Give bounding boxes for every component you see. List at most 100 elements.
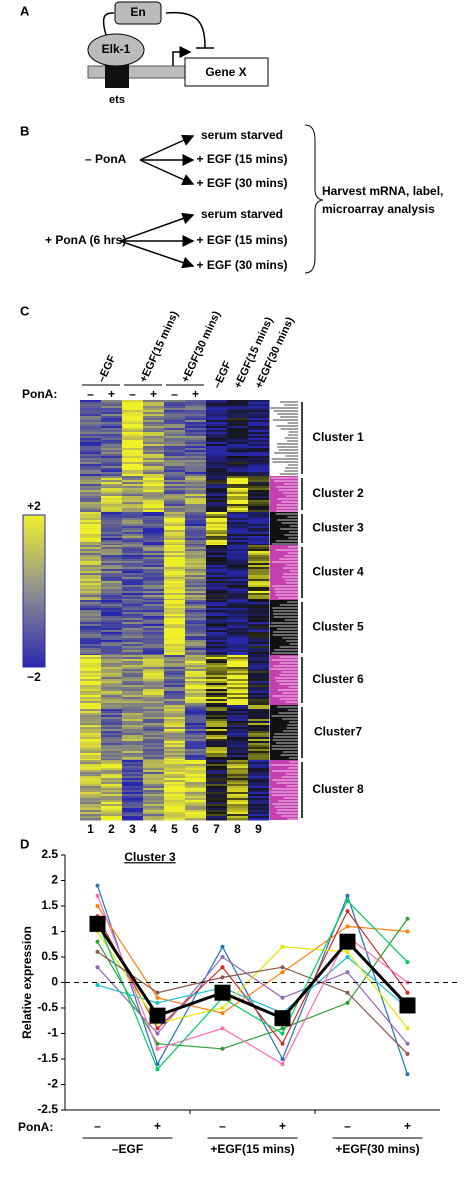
heat-cell	[122, 530, 144, 533]
heat-cell	[227, 691, 249, 694]
heat-cell	[80, 474, 102, 477]
y-tick-label: -2	[47, 1077, 58, 1091]
heat-cell	[248, 500, 270, 503]
heat-cell	[164, 492, 186, 495]
heat-cell	[206, 456, 228, 459]
heat-cell	[248, 657, 270, 660]
heat-cell	[80, 788, 102, 791]
heat-cell	[227, 757, 249, 760]
heat-cell	[101, 428, 123, 431]
heat-cell	[80, 632, 102, 635]
heat-cell	[206, 581, 228, 584]
heat-cell	[206, 667, 228, 670]
heat-cell	[122, 551, 144, 554]
heat-cell	[101, 502, 123, 505]
heat-cell	[101, 695, 123, 698]
heat-cell	[122, 640, 144, 643]
heat-cell	[101, 711, 123, 714]
heat-cell	[101, 816, 123, 819]
heat-cell	[164, 542, 186, 545]
heat-cell	[143, 545, 165, 548]
heat-cell	[164, 528, 186, 531]
heat-cell	[122, 549, 144, 552]
heat-cell	[206, 430, 228, 433]
heat-cell	[143, 770, 165, 773]
heat-cell	[206, 751, 228, 754]
heat-cell	[206, 442, 228, 445]
heat-cell	[80, 618, 102, 621]
heat-cell	[185, 729, 207, 732]
heat-cell	[164, 589, 186, 592]
heat-cell	[185, 520, 207, 523]
heat-cell	[227, 510, 249, 513]
series-line	[96, 899, 408, 1071]
heat-cell	[101, 751, 123, 754]
heat-cell	[143, 458, 165, 461]
heat-cell	[164, 518, 186, 521]
heat-cell	[227, 729, 249, 732]
heat-cell	[164, 665, 186, 668]
heat-cell	[206, 571, 228, 574]
heat-cell	[143, 553, 165, 556]
heat-cell	[143, 725, 165, 728]
heat-cell	[80, 504, 102, 507]
x-tick-label: +	[154, 1119, 161, 1133]
heat-cell	[185, 689, 207, 692]
heat-cell	[101, 806, 123, 809]
heat-cell	[122, 800, 144, 803]
heat-cell	[80, 657, 102, 660]
heat-cell	[122, 691, 144, 694]
heat-cell	[164, 555, 186, 558]
heat-cell	[80, 638, 102, 641]
heat-cell	[122, 715, 144, 718]
heat-cell	[185, 514, 207, 517]
heat-cell	[227, 553, 249, 556]
heat-cell	[185, 687, 207, 690]
heat-cell	[248, 504, 270, 507]
heat-cell	[185, 695, 207, 698]
heat-cell	[101, 683, 123, 686]
heat-cell	[248, 644, 270, 647]
heat-cell	[185, 612, 207, 615]
heat-cell	[206, 808, 228, 811]
heat-cell	[122, 780, 144, 783]
heat-cell	[185, 442, 207, 445]
heat-cell	[122, 522, 144, 525]
heat-cell	[80, 458, 102, 461]
heat-cell	[206, 408, 228, 411]
heat-cell	[206, 402, 228, 405]
heat-cell	[206, 683, 228, 686]
heat-cell	[164, 514, 186, 517]
heat-cell	[80, 737, 102, 740]
heat-cell	[101, 476, 123, 479]
heat-cell	[80, 484, 102, 487]
heat-cell	[101, 727, 123, 730]
heat-cell	[122, 508, 144, 511]
y-tick-label: 2	[51, 873, 58, 887]
heat-cell	[122, 589, 144, 592]
heat-cell	[164, 760, 186, 763]
group-label: –EGF	[112, 1142, 143, 1156]
point	[220, 1011, 225, 1016]
heat-cell	[101, 755, 123, 758]
heat-cell	[206, 414, 228, 417]
heat-cell	[185, 630, 207, 633]
heat-cell	[122, 602, 144, 605]
heat-cell	[164, 606, 186, 609]
heat-cell	[101, 644, 123, 647]
heat-cell	[227, 776, 249, 779]
scale-label: +2	[27, 499, 41, 513]
heat-cell	[101, 659, 123, 662]
heat-cell	[206, 786, 228, 789]
heat-cell	[143, 446, 165, 449]
heat-cell	[101, 547, 123, 550]
heat-cell	[185, 420, 207, 423]
heat-cell	[122, 743, 144, 746]
heat-cell	[80, 516, 102, 519]
heat-cell	[206, 547, 228, 550]
heat-cell	[206, 432, 228, 435]
heat-cell	[101, 640, 123, 643]
heat-cell	[80, 561, 102, 564]
heat-cell	[164, 731, 186, 734]
heat-cell	[227, 762, 249, 765]
